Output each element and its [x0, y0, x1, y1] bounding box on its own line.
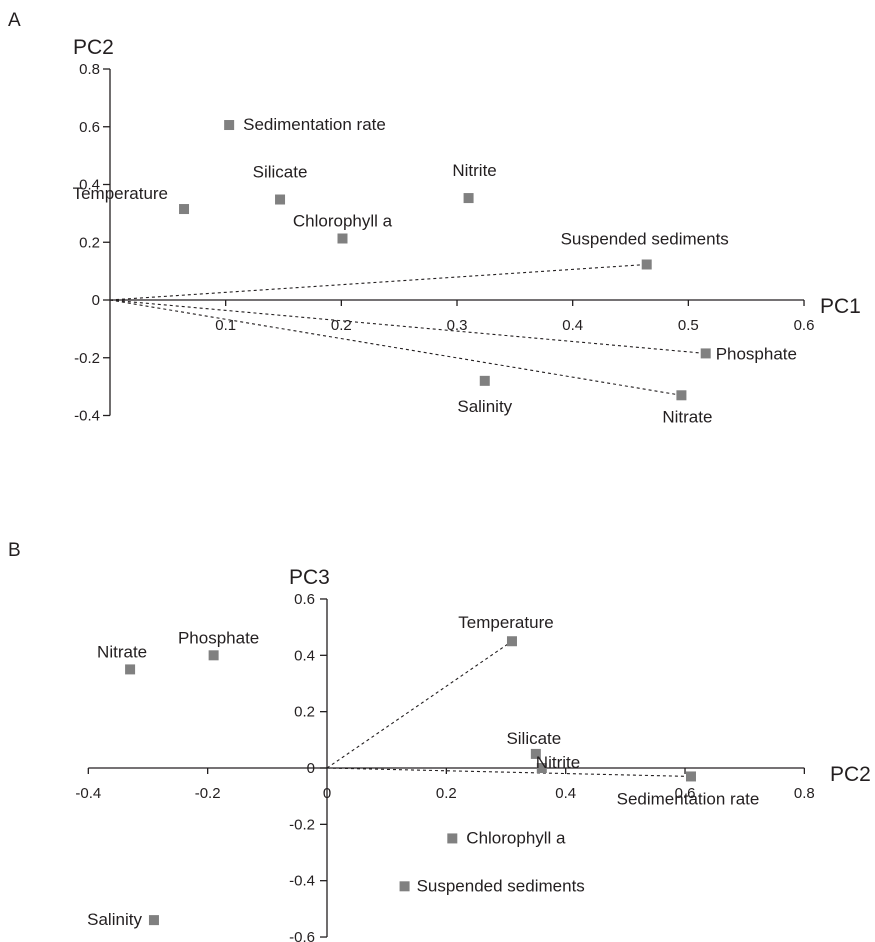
- x-tick-label: 0.1: [215, 317, 236, 334]
- y-tick-label: 0.2: [79, 234, 100, 251]
- y-tick-label: 0.6: [294, 591, 315, 608]
- y-tick-label: 0.2: [294, 704, 315, 721]
- loading-vector: [326, 767, 691, 778]
- data-point-label: Sedimentation rate: [617, 789, 760, 808]
- data-point-label: Silicate: [506, 729, 561, 748]
- data-point-marker: [479, 375, 490, 386]
- y-tick-label: -0.2: [74, 350, 100, 367]
- y-tick-label: 0: [307, 760, 315, 777]
- y-tick-label: 0.4: [79, 177, 100, 194]
- data-point-label: Salinity: [457, 397, 512, 416]
- x-tick-label: 0.2: [331, 317, 352, 334]
- data-point-marker: [506, 636, 517, 647]
- x-tick-label: 0.3: [447, 317, 468, 334]
- data-point-label: Nitrite: [452, 161, 496, 180]
- x-tick-label: 0.2: [436, 785, 457, 802]
- data-point-marker: [224, 120, 235, 131]
- y-axis-title: PC3: [289, 566, 330, 589]
- y-tick-label: 0: [92, 292, 100, 309]
- data-point-label: Sedimentation rate: [243, 115, 386, 134]
- data-point-label: Suspended sediments: [561, 229, 729, 248]
- y-tick-label: 0.6: [79, 119, 100, 136]
- data-point-marker: [700, 348, 711, 359]
- data-point-marker: [685, 771, 696, 782]
- data-point-marker: [275, 194, 286, 205]
- data-point-marker: [399, 881, 410, 892]
- data-point-label: Nitrite: [536, 753, 580, 772]
- data-point-marker: [676, 390, 687, 401]
- panel-letter: A: [8, 10, 21, 31]
- data-point-label: Temperature: [73, 184, 168, 203]
- y-tick-label: 0.4: [294, 647, 315, 664]
- loading-vector: [326, 640, 513, 769]
- x-tick-label: 0.5: [678, 317, 699, 334]
- data-point-marker: [179, 204, 190, 215]
- data-point-label: Temperature: [458, 613, 553, 632]
- x-tick-label: 0: [323, 785, 331, 802]
- data-point-marker: [463, 193, 474, 204]
- x-tick-label: 0.4: [562, 317, 583, 334]
- panel-letter: B: [8, 540, 21, 561]
- x-tick-label: -0.4: [75, 785, 101, 802]
- data-point-marker: [148, 915, 159, 926]
- loading-vector: [109, 299, 706, 354]
- data-point-marker: [125, 664, 136, 675]
- data-point-label: Phosphate: [178, 628, 259, 647]
- data-point-label: Salinity: [87, 910, 142, 929]
- panel-b-plot: -0.6 -0.4 -0.2 0 0.2 0.4 0.6 -0.4 -0.2 0 0.2 0.4 0.6…: [75, 566, 870, 942]
- y-axis-title: PC2: [73, 36, 114, 59]
- y-tick-label: -0.4: [74, 408, 100, 425]
- x-tick-label: 0.6: [675, 785, 696, 802]
- data-point-marker: [536, 763, 547, 773]
- data-point-marker: [337, 233, 348, 244]
- x-axis-title: PC1: [820, 295, 861, 318]
- y-tick-label: 0.8: [79, 61, 100, 78]
- data-point-label: Chlorophyll a: [466, 828, 566, 847]
- panel-a-plot: -0.4 -0.2 0 0.2 0.4 0.6 0.8 0.1 0.2 0.3 0.4 0.5 0.6 P…: [73, 36, 861, 426]
- loading-vector: [109, 299, 682, 396]
- data-point-label: Nitrate: [97, 642, 147, 661]
- data-point-label: Phosphate: [716, 344, 797, 363]
- data-point-label: Chlorophyll a: [293, 211, 393, 230]
- x-axis-title: PC2: [830, 763, 871, 786]
- y-tick-label: -0.4: [289, 873, 315, 890]
- y-tick-label: -0.2: [289, 816, 315, 833]
- y-tick-label: -0.6: [289, 929, 315, 942]
- x-tick-label: 0.6: [794, 317, 815, 334]
- data-point-label: Silicate: [253, 163, 308, 182]
- x-tick-label: 0.8: [794, 785, 815, 802]
- data-point-marker: [208, 650, 219, 661]
- data-point-marker: [447, 833, 458, 844]
- data-point-label: Nitrate: [662, 407, 712, 426]
- x-tick-label: -0.2: [195, 785, 221, 802]
- data-point-marker: [530, 748, 541, 759]
- x-tick-label: 0.4: [555, 785, 576, 802]
- loading-vector: [109, 263, 647, 301]
- data-point-label: Suspended sediments: [417, 876, 585, 895]
- data-point-marker: [641, 259, 652, 270]
